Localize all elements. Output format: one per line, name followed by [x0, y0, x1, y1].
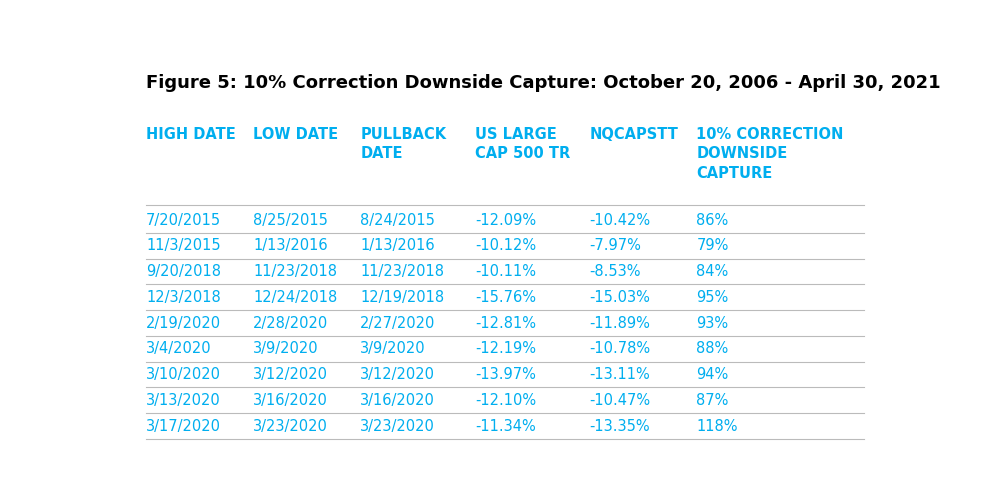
Text: -7.97%: -7.97% — [590, 238, 641, 253]
Text: PULLBACK
DATE: PULLBACK DATE — [360, 127, 447, 161]
Text: 87%: 87% — [696, 393, 729, 408]
Text: 79%: 79% — [696, 238, 729, 253]
Text: 2/27/2020: 2/27/2020 — [360, 315, 436, 331]
Text: -10.12%: -10.12% — [475, 238, 535, 253]
Text: -12.09%: -12.09% — [475, 213, 535, 227]
Text: 11/3/2015: 11/3/2015 — [146, 238, 221, 253]
Text: 93%: 93% — [696, 315, 729, 331]
Text: -12.19%: -12.19% — [475, 341, 535, 356]
Text: HIGH DATE: HIGH DATE — [146, 127, 236, 142]
Text: -10.42%: -10.42% — [590, 213, 651, 227]
Text: LOW DATE: LOW DATE — [253, 127, 338, 142]
Text: 7/20/2015: 7/20/2015 — [146, 213, 221, 227]
Text: 3/16/2020: 3/16/2020 — [360, 393, 435, 408]
Text: 8/24/2015: 8/24/2015 — [360, 213, 435, 227]
Text: -13.35%: -13.35% — [590, 419, 650, 433]
Text: 1/13/2016: 1/13/2016 — [360, 238, 435, 253]
Text: 1/13/2016: 1/13/2016 — [253, 238, 327, 253]
Text: -10.47%: -10.47% — [590, 393, 651, 408]
Text: 8/25/2015: 8/25/2015 — [253, 213, 328, 227]
Text: 2/19/2020: 2/19/2020 — [146, 315, 221, 331]
Text: 94%: 94% — [696, 367, 729, 382]
Text: -12.81%: -12.81% — [475, 315, 535, 331]
Text: 3/13/2020: 3/13/2020 — [146, 393, 221, 408]
Text: 3/23/2020: 3/23/2020 — [360, 419, 435, 433]
Text: -8.53%: -8.53% — [590, 264, 641, 279]
Text: -11.34%: -11.34% — [475, 419, 535, 433]
Text: -12.10%: -12.10% — [475, 393, 535, 408]
Text: US LARGE
CAP 500 TR: US LARGE CAP 500 TR — [475, 127, 570, 161]
Text: -10.78%: -10.78% — [590, 341, 651, 356]
Text: 84%: 84% — [696, 264, 729, 279]
Text: 10% CORRECTION
DOWNSIDE
CAPTURE: 10% CORRECTION DOWNSIDE CAPTURE — [696, 127, 844, 181]
Text: 95%: 95% — [696, 290, 729, 305]
Text: 12/19/2018: 12/19/2018 — [360, 290, 445, 305]
Text: 2/28/2020: 2/28/2020 — [253, 315, 328, 331]
Text: 88%: 88% — [696, 341, 729, 356]
Text: NQCAPSTT: NQCAPSTT — [590, 127, 678, 142]
Text: -13.97%: -13.97% — [475, 367, 535, 382]
Text: -11.89%: -11.89% — [590, 315, 650, 331]
Text: 3/23/2020: 3/23/2020 — [253, 419, 328, 433]
Text: Figure 5: 10% Correction Downside Capture: October 20, 2006 - April 30, 2021: Figure 5: 10% Correction Downside Captur… — [146, 74, 941, 92]
Text: 3/9/2020: 3/9/2020 — [360, 341, 426, 356]
Text: 3/12/2020: 3/12/2020 — [253, 367, 328, 382]
Text: 12/24/2018: 12/24/2018 — [253, 290, 337, 305]
Text: 12/3/2018: 12/3/2018 — [146, 290, 221, 305]
Text: -13.11%: -13.11% — [590, 367, 650, 382]
Text: 118%: 118% — [696, 419, 738, 433]
Text: -15.76%: -15.76% — [475, 290, 535, 305]
Text: -15.03%: -15.03% — [590, 290, 650, 305]
Text: 11/23/2018: 11/23/2018 — [360, 264, 444, 279]
Text: 3/4/2020: 3/4/2020 — [146, 341, 212, 356]
Text: 86%: 86% — [696, 213, 729, 227]
Text: 3/10/2020: 3/10/2020 — [146, 367, 221, 382]
Text: 9/20/2018: 9/20/2018 — [146, 264, 221, 279]
Text: 3/17/2020: 3/17/2020 — [146, 419, 221, 433]
Text: -10.11%: -10.11% — [475, 264, 535, 279]
Text: 3/12/2020: 3/12/2020 — [360, 367, 435, 382]
Text: 3/9/2020: 3/9/2020 — [253, 341, 318, 356]
Text: 3/16/2020: 3/16/2020 — [253, 393, 328, 408]
Text: 11/23/2018: 11/23/2018 — [253, 264, 337, 279]
